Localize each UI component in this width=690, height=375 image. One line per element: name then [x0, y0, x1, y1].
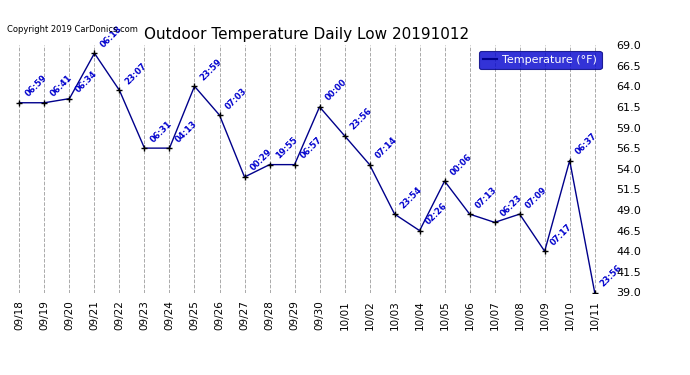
- Text: 00:06: 00:06: [448, 152, 474, 177]
- Text: 02:26: 02:26: [424, 201, 449, 226]
- Legend: Temperature (°F): Temperature (°F): [479, 51, 602, 69]
- Text: 07:14: 07:14: [374, 135, 399, 160]
- Text: 07:13: 07:13: [474, 185, 499, 210]
- Text: 06:31: 06:31: [148, 119, 174, 144]
- Text: 07:17: 07:17: [549, 222, 574, 247]
- Text: 00:00: 00:00: [324, 78, 348, 103]
- Text: 00:29: 00:29: [248, 148, 274, 173]
- Text: 23:56: 23:56: [348, 106, 374, 132]
- Text: 04:13: 04:13: [174, 119, 199, 144]
- Text: 06:59: 06:59: [23, 74, 49, 99]
- Text: 06:41: 06:41: [48, 73, 74, 99]
- Text: 23:07: 23:07: [124, 61, 149, 86]
- Text: 23:54: 23:54: [399, 184, 424, 210]
- Text: 23:56: 23:56: [599, 263, 624, 288]
- Text: 23:59: 23:59: [199, 57, 224, 82]
- Text: 06:18: 06:18: [99, 24, 124, 49]
- Text: 06:37: 06:37: [574, 131, 599, 156]
- Text: 06:34: 06:34: [74, 69, 99, 94]
- Text: 06:23: 06:23: [499, 193, 524, 218]
- Title: Outdoor Temperature Daily Low 20191012: Outdoor Temperature Daily Low 20191012: [144, 27, 470, 42]
- Text: 07:03: 07:03: [224, 86, 248, 111]
- Text: 06:57: 06:57: [299, 135, 324, 160]
- Text: 19:55: 19:55: [274, 135, 299, 160]
- Text: Copyright 2019 CarDonics.com: Copyright 2019 CarDonics.com: [7, 25, 138, 34]
- Text: 07:09: 07:09: [524, 185, 549, 210]
